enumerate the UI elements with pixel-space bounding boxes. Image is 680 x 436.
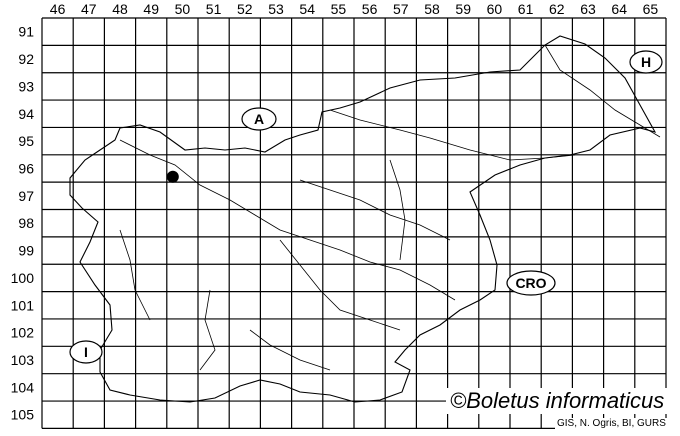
column-label: 60	[487, 1, 503, 17]
occurrence-dot	[166, 170, 179, 183]
row-label: 99	[18, 243, 34, 259]
svg-text:H: H	[641, 54, 651, 70]
row-label: 104	[11, 379, 35, 395]
label-italy: I	[69, 340, 103, 364]
svg-text:CRO: CRO	[515, 275, 546, 291]
column-label: 63	[580, 1, 596, 17]
row-label: 93	[18, 78, 34, 94]
row-label: 95	[18, 133, 34, 149]
label-croatia: CRO	[506, 270, 556, 296]
column-label: 64	[611, 1, 627, 17]
column-label: 46	[50, 1, 66, 17]
column-label: 59	[455, 1, 471, 17]
credit-text: GIS, N. Ogris, BI, GURS	[555, 418, 668, 429]
column-label: 54	[299, 1, 315, 17]
occurrence-points	[166, 170, 179, 183]
row-label: 94	[18, 106, 34, 122]
row-label: 100	[11, 270, 35, 286]
column-label: 61	[518, 1, 534, 17]
column-label: 57	[393, 1, 409, 17]
column-label: 47	[81, 1, 97, 17]
column-label: 51	[206, 1, 222, 17]
row-label: 102	[11, 325, 35, 341]
column-label: 53	[268, 1, 284, 17]
row-labels: 91 92 93 94 95 96 97 98 99 100 101 102 103 104 105	[11, 24, 35, 423]
column-label: 49	[143, 1, 159, 17]
row-label: 92	[18, 51, 34, 67]
column-label: 48	[112, 1, 128, 17]
row-label: 96	[18, 160, 34, 176]
column-label: 50	[175, 1, 191, 17]
column-label: 62	[549, 1, 565, 17]
row-label: 91	[18, 24, 34, 40]
svg-text:A: A	[254, 111, 264, 127]
column-label: 52	[237, 1, 253, 17]
column-label: 65	[643, 1, 659, 17]
label-hungary: H	[629, 50, 663, 74]
column-label: 58	[424, 1, 440, 17]
row-label: 98	[18, 215, 34, 231]
row-label: 97	[18, 188, 34, 204]
row-label: 105	[11, 407, 35, 423]
grid	[41, 17, 667, 429]
svg-text:I: I	[84, 344, 88, 360]
column-labels: 46 47 48 49 50 51 52 53 54 55 56 57 58 59 60 61 62 63 64 65	[50, 1, 659, 17]
row-label: 101	[11, 297, 35, 313]
column-label: 56	[362, 1, 378, 17]
slovenia-border	[69, 35, 657, 403]
label-austria: A	[241, 107, 277, 131]
rivers	[119, 44, 661, 371]
copyright-text: ©Boletus informaticus	[446, 388, 669, 414]
column-label: 55	[331, 1, 347, 17]
row-label: 103	[11, 352, 35, 368]
